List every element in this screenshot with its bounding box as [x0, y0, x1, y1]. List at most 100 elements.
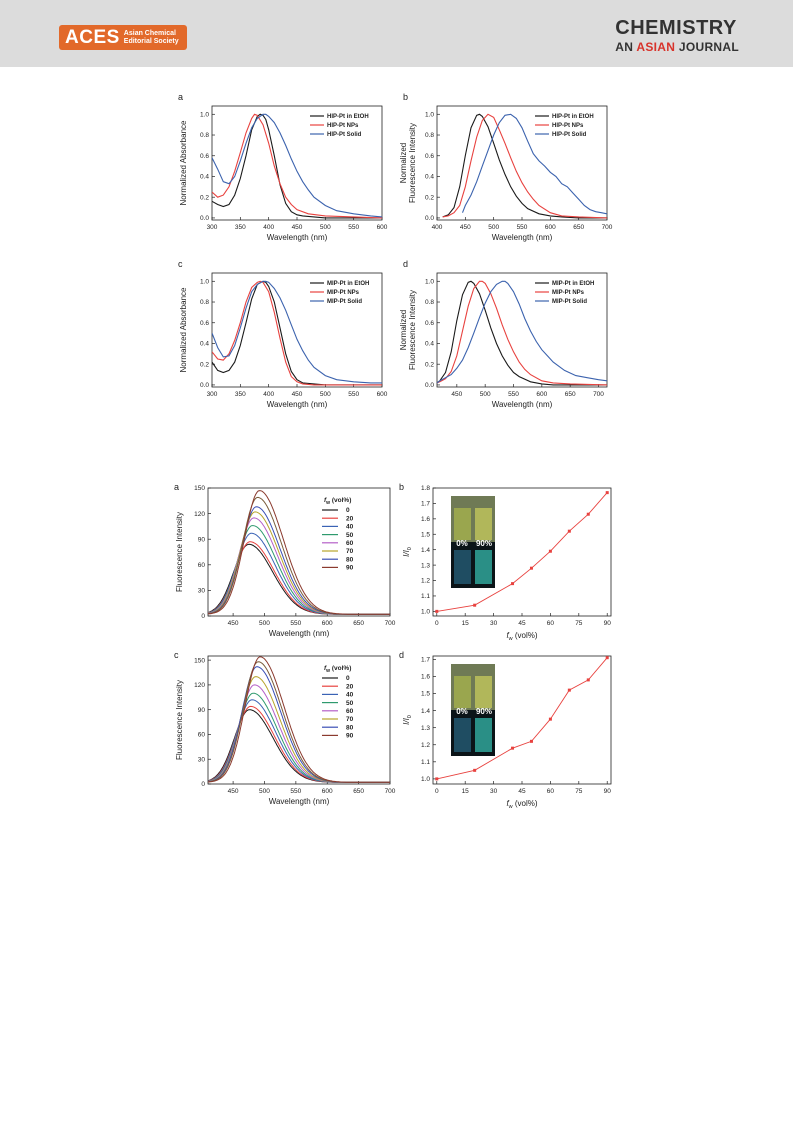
spectrum-line	[208, 490, 390, 615]
y-tick-label: 150	[194, 657, 205, 664]
data-point	[586, 678, 590, 682]
y-tick-label: 1.7	[421, 657, 430, 664]
data-point	[435, 777, 439, 781]
x-tick-label: 600	[545, 224, 556, 231]
spectrum-line	[208, 656, 390, 783]
x-tick-label: 450	[292, 224, 303, 231]
series-line	[437, 280, 607, 386]
x-tick-label: 400	[263, 224, 274, 231]
y-tick-label: 0.0	[425, 215, 434, 222]
panel-letter: b	[403, 92, 408, 102]
x-tick-label: 700	[602, 224, 613, 231]
figure1-panel-d: d 450 500 550 600 650 700 0.0 0.2 0.4 0.6 0.8 1.0 Wav…	[399, 259, 608, 409]
y-tick-label: 0.6	[425, 153, 434, 160]
y-tick-label: 60	[198, 562, 206, 569]
y-axis-label: Normalized Absorbance	[179, 120, 188, 205]
x-tick-label: 60	[547, 788, 555, 795]
x-axis-label: fw (vol%)	[506, 799, 537, 810]
legend-label: HIP-Pt in EtOH	[552, 114, 594, 120]
spectrum-line	[208, 676, 390, 783]
y-tick-label: 0.4	[425, 341, 434, 348]
y-tick-label: 120	[194, 682, 205, 689]
y-tick-label: 1.0	[421, 776, 430, 783]
y-tick-label: 0	[201, 613, 205, 620]
vial-left-uv	[454, 718, 471, 752]
inset-label: 0%	[456, 539, 468, 548]
legend-label: 70	[346, 716, 354, 723]
x-tick-label: 300	[207, 224, 218, 231]
data-point	[548, 717, 552, 721]
series-line	[212, 280, 382, 386]
x-tick-label: 450	[292, 391, 303, 398]
legend-label: 60	[346, 540, 354, 547]
y-axis-label: Normalized	[399, 143, 408, 183]
y-tick-label: 0.8	[200, 299, 209, 306]
legend-label: HIP-Pt NPs	[552, 123, 584, 129]
plot-frame	[436, 272, 608, 388]
y-tick-label: 0.2	[425, 361, 434, 368]
legend-label: MIP-Pt Solid	[552, 299, 587, 305]
x-tick-label: 90	[604, 620, 612, 627]
x-tick-label: 550	[508, 391, 519, 398]
vial-left-day	[454, 508, 471, 540]
y-tick-label: 0.8	[200, 132, 209, 139]
y-tick-label: 1.2	[421, 742, 430, 749]
plot-frame	[207, 655, 391, 785]
panel-letter: c	[178, 259, 183, 269]
x-tick-label: 550	[517, 224, 528, 231]
series-line	[437, 280, 607, 384]
series-line	[212, 280, 382, 386]
x-tick-label: 60	[547, 620, 555, 627]
data-point	[548, 549, 552, 553]
aces-line1: Asian Chemical	[123, 29, 176, 37]
series-line	[461, 113, 607, 215]
data-point	[473, 768, 477, 772]
x-tick-label: 0	[435, 620, 439, 627]
y-tick-label: 1.1	[421, 759, 430, 766]
vial-right-day	[475, 676, 492, 708]
series-line	[436, 657, 608, 780]
x-tick-label: 0	[435, 788, 439, 795]
panel-letter: d	[399, 650, 404, 660]
y-tick-label: 0.6	[425, 320, 434, 327]
y-tick-label: 1.2	[421, 578, 430, 585]
y-tick-label: 0.2	[425, 194, 434, 201]
x-tick-label: 700	[385, 620, 396, 627]
x-tick-label: 450	[228, 788, 239, 795]
aces-line2: Editorial Society	[123, 37, 179, 45]
x-tick-label: 700	[385, 788, 396, 795]
legend-label: MIP-Pt NPs	[552, 290, 585, 296]
legend-label: 0	[346, 507, 350, 514]
x-axis-label: Wavelength (nm)	[267, 400, 328, 409]
x-axis-label: fw (vol%)	[506, 631, 537, 642]
panel-letter: d	[403, 259, 408, 269]
legend-label: 20	[346, 683, 354, 690]
x-tick-label: 30	[490, 620, 498, 627]
vial-left-uv	[454, 550, 471, 584]
x-tick-label: 600	[322, 788, 333, 795]
y-tick-label: 120	[194, 511, 205, 518]
x-tick-label: 450	[460, 224, 471, 231]
plot-frame	[207, 487, 391, 617]
y-tick-label: 1.4	[421, 708, 430, 715]
y-axis-label: Fluorescence Intensity	[175, 512, 184, 592]
x-axis-label: Wavelength (nm)	[269, 797, 330, 806]
series-line	[212, 113, 382, 219]
data-point	[567, 688, 571, 692]
legend-label: 60	[346, 708, 354, 715]
legend-label: 20	[346, 515, 354, 522]
legend-label: 40	[346, 692, 354, 699]
x-tick-label: 550	[348, 224, 359, 231]
x-tick-label: 90	[604, 788, 612, 795]
legend-label: 40	[346, 524, 354, 531]
y-tick-label: 1.0	[200, 111, 209, 118]
panel-letter: c	[174, 650, 179, 660]
aces-logo: ACES Asian Chemical Editorial Society	[59, 25, 187, 50]
x-tick-label: 550	[348, 391, 359, 398]
y-tick-label: 1.5	[421, 691, 430, 698]
legend-label: 90	[346, 565, 354, 572]
y-axis-label: I/I0	[402, 547, 413, 557]
x-tick-label: 30	[490, 788, 498, 795]
journal-logo: CHEMISTRY AN ASIAN JOURNAL	[615, 17, 739, 54]
y-tick-label: 1.0	[421, 609, 430, 616]
